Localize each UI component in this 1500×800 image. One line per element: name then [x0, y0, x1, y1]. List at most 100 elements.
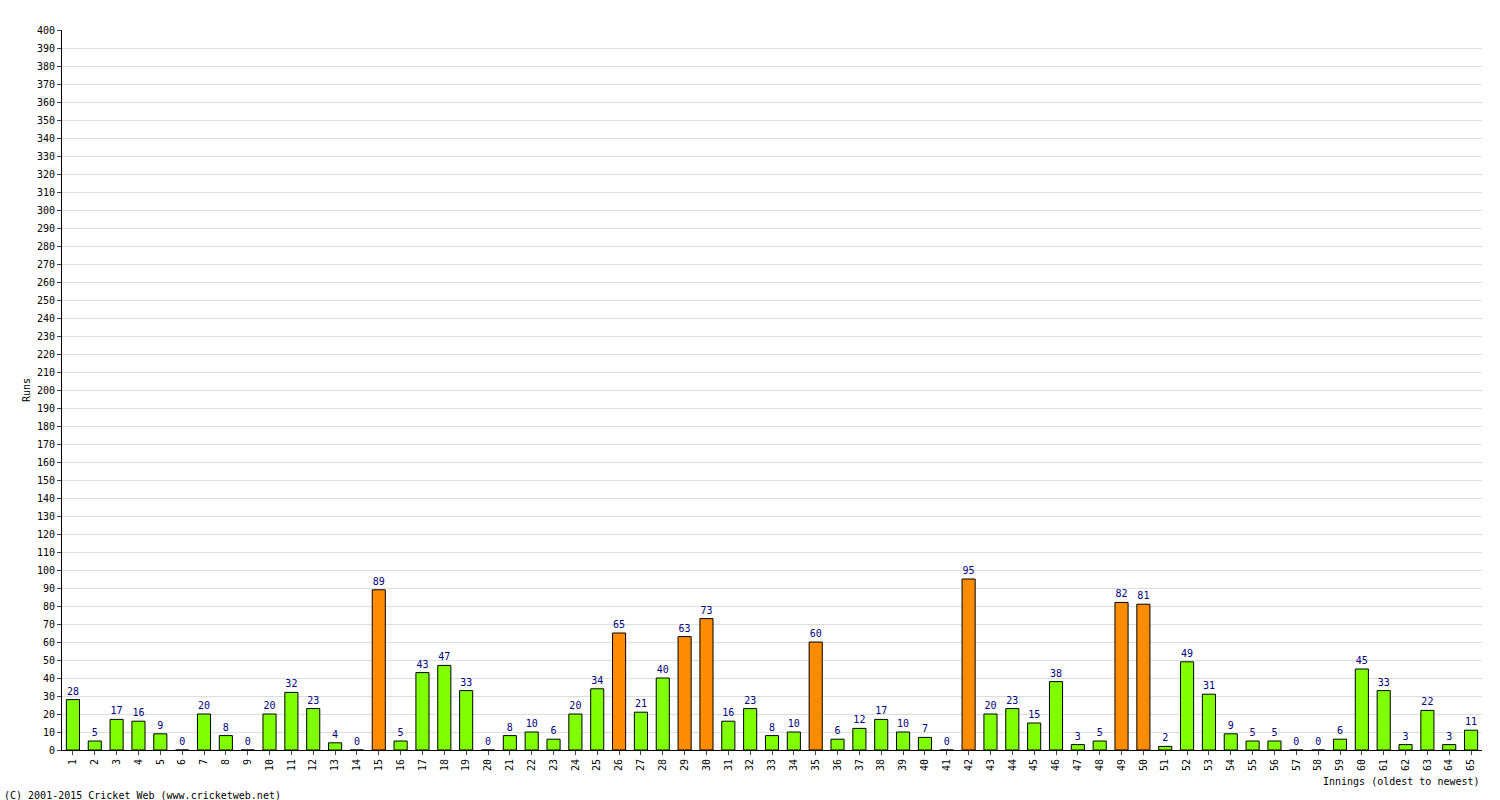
svg-text:60: 60	[1356, 759, 1367, 771]
svg-text:190: 190	[37, 403, 55, 414]
svg-text:65: 65	[613, 619, 625, 630]
svg-text:82: 82	[1116, 588, 1128, 599]
svg-text:370: 370	[37, 79, 55, 90]
svg-text:12: 12	[853, 714, 865, 725]
svg-text:5: 5	[92, 727, 98, 738]
svg-text:7: 7	[198, 759, 209, 765]
svg-text:36: 36	[832, 759, 843, 771]
svg-text:32: 32	[285, 678, 297, 689]
svg-text:59: 59	[1334, 759, 1345, 771]
svg-text:51: 51	[1159, 759, 1170, 771]
svg-text:49: 49	[1181, 648, 1193, 659]
svg-text:33: 33	[460, 677, 472, 688]
svg-text:240: 240	[37, 313, 55, 324]
svg-text:8: 8	[507, 722, 513, 733]
svg-text:220: 220	[37, 349, 55, 360]
svg-text:80: 80	[43, 601, 55, 612]
svg-text:17: 17	[875, 705, 887, 716]
svg-text:28: 28	[67, 686, 79, 697]
svg-text:20: 20	[984, 700, 996, 711]
svg-text:73: 73	[700, 605, 712, 616]
svg-text:110: 110	[37, 547, 55, 558]
svg-text:33: 33	[1378, 677, 1390, 688]
svg-text:390: 390	[37, 43, 55, 54]
svg-text:320: 320	[37, 169, 55, 180]
svg-text:31: 31	[723, 759, 734, 771]
svg-text:16: 16	[132, 707, 144, 718]
svg-text:2: 2	[89, 759, 100, 765]
svg-text:310: 310	[37, 187, 55, 198]
svg-text:1: 1	[67, 759, 78, 765]
svg-text:5: 5	[155, 759, 166, 765]
svg-text:290: 290	[37, 223, 55, 234]
svg-text:16: 16	[395, 759, 406, 771]
svg-text:0: 0	[179, 736, 185, 747]
svg-text:9: 9	[157, 720, 163, 731]
svg-text:0: 0	[245, 736, 251, 747]
svg-text:0: 0	[485, 736, 491, 747]
svg-text:37: 37	[854, 759, 865, 771]
svg-text:200: 200	[37, 385, 55, 396]
svg-text:360: 360	[37, 97, 55, 108]
svg-text:45: 45	[1356, 655, 1368, 666]
svg-text:230: 230	[37, 331, 55, 342]
svg-text:350: 350	[37, 115, 55, 126]
svg-text:380: 380	[37, 61, 55, 72]
svg-text:49: 49	[1116, 759, 1127, 771]
svg-text:19: 19	[460, 759, 471, 771]
svg-text:47: 47	[438, 651, 450, 662]
svg-text:4: 4	[332, 729, 338, 740]
svg-text:39: 39	[897, 759, 908, 771]
svg-text:13: 13	[329, 759, 340, 771]
svg-text:280: 280	[37, 241, 55, 252]
svg-text:6: 6	[176, 759, 187, 765]
svg-text:41: 41	[941, 759, 952, 771]
svg-text:0: 0	[1315, 736, 1321, 747]
svg-text:10: 10	[43, 727, 55, 738]
svg-text:140: 140	[37, 493, 55, 504]
svg-text:90: 90	[43, 583, 55, 594]
svg-text:8: 8	[769, 722, 775, 733]
svg-text:58: 58	[1312, 759, 1323, 771]
svg-text:40: 40	[919, 759, 930, 771]
svg-text:28: 28	[657, 759, 668, 771]
svg-text:180: 180	[37, 421, 55, 432]
svg-text:7: 7	[922, 723, 928, 734]
svg-text:11: 11	[286, 759, 297, 771]
svg-text:2: 2	[1162, 732, 1168, 743]
svg-text:(C) 2001-2015 Cricket Web (www: (C) 2001-2015 Cricket Web (www.cricketwe…	[4, 790, 281, 800]
svg-text:11: 11	[1465, 716, 1477, 727]
svg-text:31: 31	[1203, 680, 1215, 691]
svg-text:17: 17	[417, 759, 428, 771]
svg-text:3: 3	[1075, 731, 1081, 742]
svg-text:29: 29	[679, 759, 690, 771]
svg-text:33: 33	[766, 759, 777, 771]
svg-text:40: 40	[43, 673, 55, 684]
svg-text:43: 43	[416, 659, 428, 670]
svg-text:12: 12	[307, 759, 318, 771]
svg-text:15: 15	[1028, 709, 1040, 720]
svg-text:10: 10	[264, 759, 275, 771]
svg-text:65: 65	[1465, 759, 1476, 771]
svg-text:52: 52	[1181, 759, 1192, 771]
svg-text:54: 54	[1225, 759, 1236, 771]
svg-text:150: 150	[37, 475, 55, 486]
svg-text:340: 340	[37, 133, 55, 144]
svg-text:50: 50	[1138, 759, 1149, 771]
svg-text:15: 15	[373, 759, 384, 771]
svg-text:21: 21	[635, 698, 647, 709]
svg-text:0: 0	[354, 736, 360, 747]
svg-text:47: 47	[1072, 759, 1083, 771]
svg-text:64: 64	[1443, 759, 1454, 771]
svg-text:22: 22	[526, 759, 537, 771]
svg-text:10: 10	[526, 718, 538, 729]
svg-text:34: 34	[591, 675, 603, 686]
svg-text:46: 46	[1050, 759, 1061, 771]
svg-text:25: 25	[591, 759, 602, 771]
svg-text:8: 8	[220, 759, 231, 765]
svg-text:210: 210	[37, 367, 55, 378]
svg-text:50: 50	[43, 655, 55, 666]
svg-text:10: 10	[897, 718, 909, 729]
svg-text:120: 120	[37, 529, 55, 540]
svg-text:6: 6	[1337, 725, 1343, 736]
